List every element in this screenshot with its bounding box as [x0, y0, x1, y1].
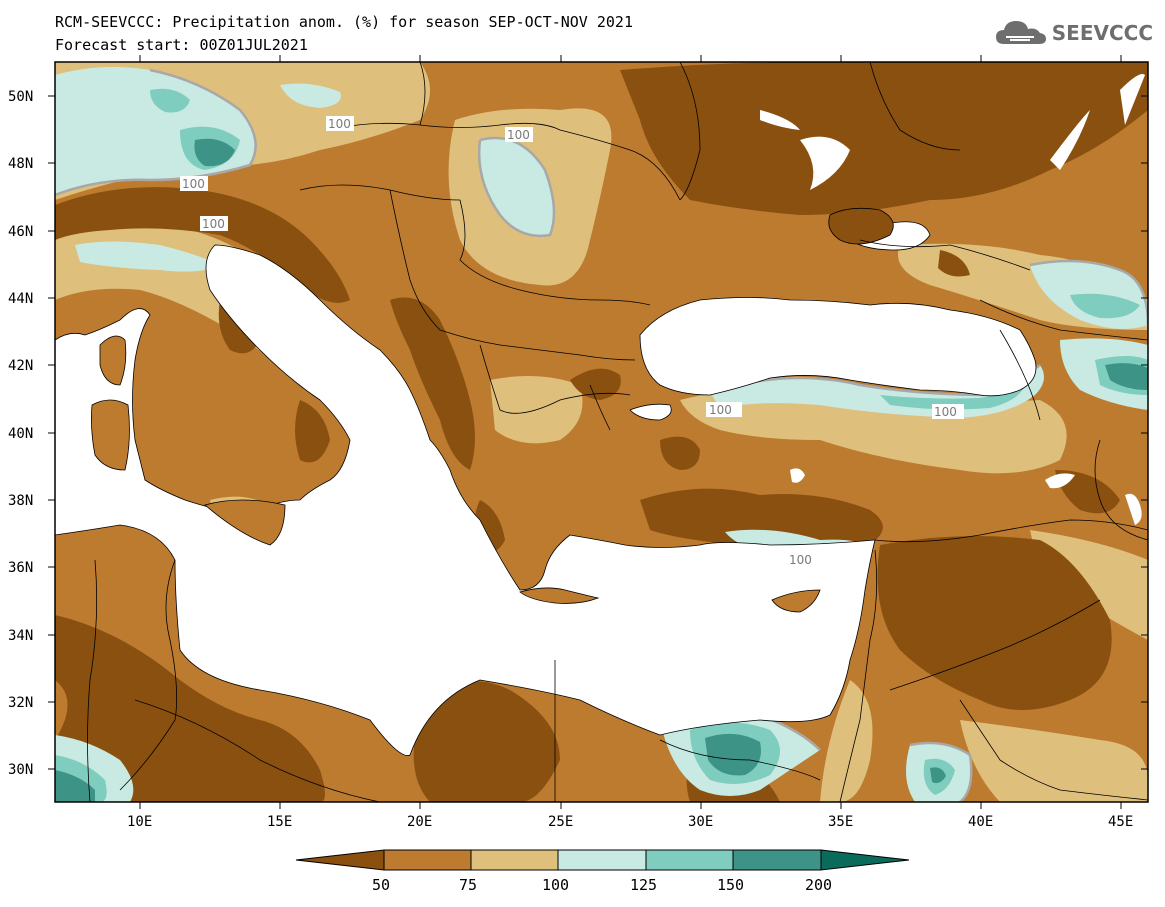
lat-label: 42N — [8, 358, 33, 374]
colorbar-segment-50-75 — [383, 849, 472, 871]
lon-label: 35E — [828, 814, 853, 830]
lat-label: 44N — [8, 291, 33, 307]
lat-label: 40N — [8, 426, 33, 442]
lat-label: 38N — [8, 493, 33, 509]
colorbar-label: 125 — [630, 876, 657, 894]
colorbar-segment-125-150 — [645, 849, 734, 871]
latitude-labels: 50N 48N 46N 44N 42N 40N 38N 36N 34N 32N … — [8, 89, 33, 778]
contour-label: 100 — [709, 403, 732, 417]
lat-label: 48N — [8, 156, 33, 172]
forecast-start-label: Forecast start: 00Z01JUL2021 — [55, 36, 308, 54]
lat-label: 50N — [8, 89, 33, 105]
colorbar-segment-150-200 — [732, 849, 822, 871]
colorbar-segment-above-200 — [820, 849, 910, 871]
lat-label: 32N — [8, 695, 33, 711]
map-frame — [54, 61, 1149, 803]
lon-label: 15E — [267, 814, 292, 830]
contour-label: 100 — [934, 405, 957, 419]
contour-label: 100 — [789, 553, 812, 567]
colorbar-label: 150 — [717, 876, 744, 894]
lat-label: 34N — [8, 628, 33, 644]
lon-label: 30E — [688, 814, 713, 830]
lon-label: 25E — [548, 814, 573, 830]
lat-label: 46N — [8, 224, 33, 240]
lat-label: 36N — [8, 560, 33, 576]
very-dry-areas — [55, 62, 1148, 802]
contour-label: 100 — [182, 177, 205, 191]
contour-labels: 100 100 100 100 100 100 100 — [180, 116, 964, 567]
colorbar-segment-75-100 — [470, 849, 559, 871]
lon-label: 40E — [968, 814, 993, 830]
logo-text: SEEVCCC — [1051, 21, 1153, 45]
longitude-labels: 10E 15E 20E 25E 30E 35E 40E 45E — [127, 814, 1133, 830]
colorbar-label: 200 — [805, 876, 832, 894]
cloud-icon — [995, 21, 1046, 44]
contour-label: 100 — [507, 128, 530, 142]
colorbar-segment-below-50 — [295, 849, 385, 871]
seevccc-logo: SEEVCCC — [994, 18, 1153, 48]
longitude-axis — [139, 55, 1122, 809]
lon-label: 45E — [1108, 814, 1133, 830]
islands — [91, 207, 894, 613]
colorbar-labels: 50 75 100 125 150 200 — [372, 876, 832, 894]
map-title: RCM-SEEVCCC: Precipitation anom. (%) for… — [55, 13, 633, 31]
lon-label: 20E — [407, 814, 432, 830]
contour-label: 100 — [328, 117, 351, 131]
contour-label: 100 — [202, 217, 225, 231]
lon-label: 10E — [127, 814, 152, 830]
sea-areas — [55, 221, 1037, 756]
colorbar-label: 50 — [372, 876, 390, 894]
no-data-patches — [760, 74, 1145, 525]
very-wet-areas — [55, 138, 1148, 802]
colorbar-segment-100-125 — [557, 849, 647, 871]
country-borders — [87, 62, 1148, 802]
colorbar-label: 100 — [542, 876, 569, 894]
colorbar — [295, 849, 910, 871]
map-panel: 100 100 100 100 100 100 100 — [55, 62, 1148, 802]
lat-label: 30N — [8, 762, 33, 778]
latitude-axis — [48, 95, 1148, 770]
colorbar-label: 75 — [459, 876, 477, 894]
